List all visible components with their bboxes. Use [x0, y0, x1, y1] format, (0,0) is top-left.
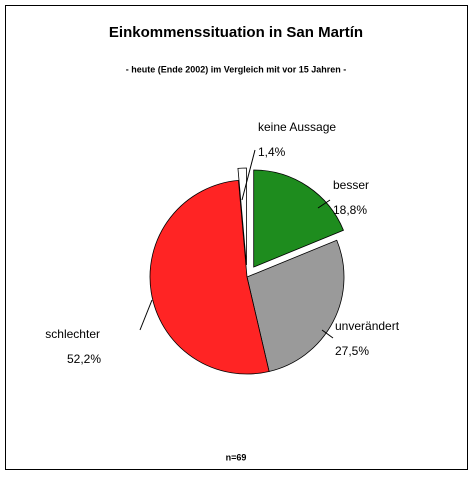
chart-title: Einkommenssituation in San Martín: [109, 24, 363, 41]
leader-line: [317, 199, 331, 209]
chart-subtitle: - heute (Ende 2002) im Vergleich mit vor…: [126, 64, 347, 74]
slice-label: besser: [333, 178, 369, 192]
slice-value-label: 18,8%: [333, 203, 367, 217]
pie-slice: [246, 239, 345, 372]
leader-line: [321, 329, 334, 339]
leader-line: [241, 149, 256, 201]
slice-label: unverändert: [335, 319, 400, 333]
slice-value-label: 27,5%: [335, 344, 369, 358]
note: n=69: [226, 452, 247, 462]
leader-line: [139, 299, 153, 331]
slice-value-label: 52,2%: [67, 352, 101, 366]
pie-slice: [253, 169, 344, 268]
slice-value-label: 1,4%: [258, 145, 286, 159]
pie-slice: [149, 179, 270, 375]
slice-label: schlechter: [45, 327, 100, 341]
slice-label: keine Aussage: [258, 120, 336, 134]
